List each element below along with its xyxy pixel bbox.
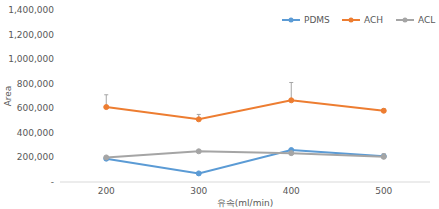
marker — [289, 98, 294, 103]
marker — [104, 105, 109, 110]
marker — [289, 151, 294, 156]
legend-item: PDMS — [282, 15, 330, 25]
y-tick-label: 1,400,000 — [8, 5, 54, 15]
legend-item: ACL — [396, 15, 435, 25]
legend-label: PDMS — [304, 15, 330, 25]
tick-mark — [58, 132, 60, 133]
marker — [196, 171, 201, 176]
y-tick-label: 600,000 — [17, 103, 54, 113]
series-line — [106, 100, 384, 119]
marker — [381, 154, 386, 159]
marker — [196, 149, 201, 154]
legend-label: ACL — [418, 15, 435, 25]
y-tick-label: 800,000 — [17, 79, 54, 89]
legend-marker — [403, 18, 408, 23]
chart: - 200,000 400,000 600,000 800,000 1,000,000 1,… — [0, 0, 439, 209]
series-line — [106, 150, 384, 173]
legend: PDMS ACH ACL — [282, 15, 435, 25]
x-tick-label: 500 — [375, 186, 392, 196]
plot-area — [104, 82, 387, 175]
tick-mark — [58, 157, 60, 158]
tick-mark — [58, 59, 60, 60]
y-tick-label: 200,000 — [17, 152, 54, 162]
tick-mark — [58, 34, 60, 35]
legend-label: ACH — [364, 15, 383, 25]
y-tick-label: 1,000,000 — [8, 54, 54, 64]
marker — [104, 155, 109, 160]
x-axis-line — [60, 182, 430, 183]
x-tick-label: 300 — [190, 186, 207, 196]
y-axis-title: Area — [3, 86, 13, 107]
marker — [381, 154, 386, 159]
legend-marker — [289, 18, 294, 23]
series-line — [106, 151, 384, 157]
x-tick-label: 200 — [98, 186, 115, 196]
tick-mark — [58, 83, 60, 84]
legend-marker — [349, 18, 354, 23]
legend-item: ACH — [342, 15, 383, 25]
x-axis-title: 유속(ml/min) — [217, 198, 273, 208]
marker — [381, 108, 386, 113]
tick-mark — [58, 10, 60, 11]
y-tick-label: 1,200,000 — [8, 30, 54, 40]
y-tick-label: 400,000 — [17, 128, 54, 138]
marker — [196, 117, 201, 122]
x-tick-label: 400 — [283, 186, 300, 196]
tick-mark — [58, 108, 60, 109]
tick-mark — [58, 182, 60, 183]
y-tick-label: - — [51, 177, 54, 187]
